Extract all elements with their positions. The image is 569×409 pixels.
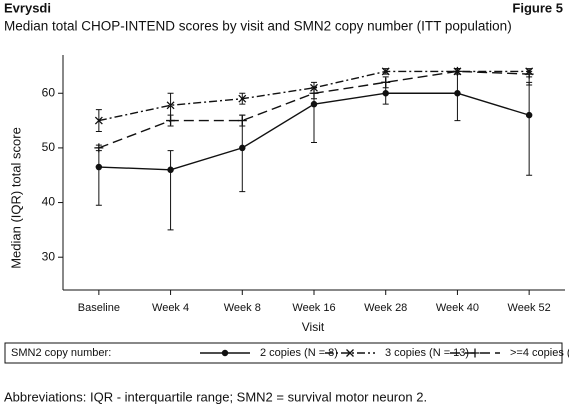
marker — [94, 116, 103, 125]
error-bar — [167, 150, 174, 231]
marker — [382, 90, 389, 97]
y-tick-label: 40 — [42, 195, 56, 209]
marker — [381, 77, 391, 87]
x-axis-label: Visit — [302, 320, 325, 334]
marker — [524, 69, 534, 79]
marker — [167, 166, 174, 174]
figure-label: Figure 5 — [512, 0, 563, 15]
y-tick-label: 60 — [42, 85, 56, 99]
marker — [381, 67, 390, 76]
marker — [166, 116, 176, 126]
marker — [454, 90, 461, 97]
y-axis-label: Median (IQR) total score — [8, 127, 23, 269]
legend-marker — [470, 348, 480, 358]
error-bar — [239, 114, 246, 193]
legend-box — [4, 342, 563, 364]
footnote: Abbreviations: IQR - interquartile range… — [4, 389, 427, 404]
legend-label: >=4 copies (N = 5) — [510, 347, 569, 359]
marker — [238, 94, 247, 103]
marker — [452, 66, 462, 76]
x-tick-label: Week 4 — [152, 302, 189, 314]
legend-label: 2 copies (N = 8) — [260, 347, 338, 359]
marker — [239, 144, 246, 152]
legend-label: 3 copies (N = 13) — [385, 347, 469, 359]
x-tick-label: Week 28 — [364, 302, 407, 314]
x-tick-label: Week 40 — [436, 302, 479, 314]
error-bar — [95, 147, 102, 206]
y-tick-label: 30 — [42, 249, 56, 263]
legend-title: SMN2 copy number: — [11, 347, 111, 359]
brand: Evrysdi — [4, 0, 51, 15]
marker — [310, 100, 318, 108]
chart-title: Median total CHOP-INTEND scores by visit… — [4, 19, 512, 34]
error-bar — [526, 81, 533, 176]
marker — [95, 163, 103, 171]
x-tick-label: Week 16 — [292, 302, 335, 314]
marker — [309, 88, 319, 98]
y-tick-label: 50 — [42, 140, 56, 154]
marker — [237, 116, 247, 126]
x-tick-label: Week 52 — [508, 302, 551, 314]
x-tick-label: Baseline — [78, 302, 120, 314]
marker — [525, 111, 533, 119]
marker — [94, 143, 104, 153]
legend-marker — [346, 349, 354, 357]
x-tick-label: Week 8 — [224, 302, 261, 314]
legend-marker — [221, 349, 229, 357]
marker — [166, 101, 175, 110]
